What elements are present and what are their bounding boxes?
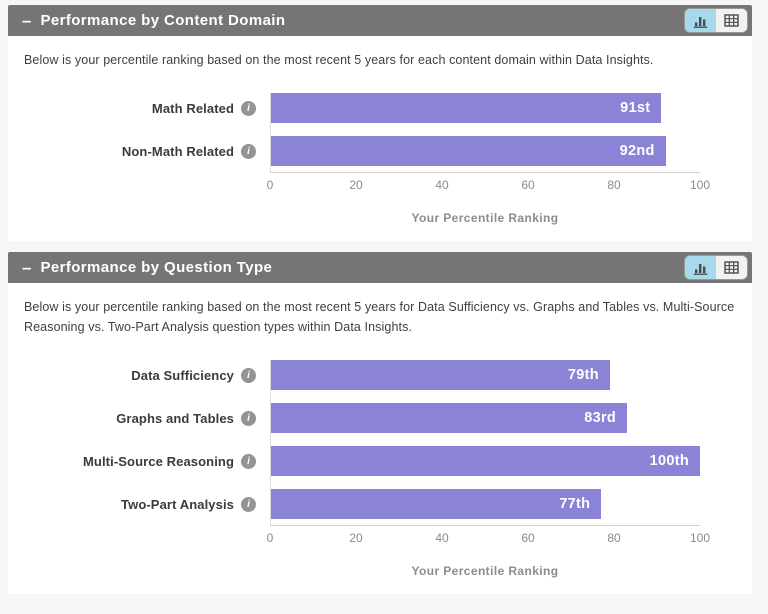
bar: 79th bbox=[271, 360, 610, 391]
panel-body: Below is your percentile ranking based o… bbox=[8, 283, 752, 595]
bar-chart: Data Sufficiency i Graphs and Tables i Multi… bbox=[24, 360, 736, 578]
bar-row: 79th bbox=[271, 360, 700, 391]
x-axis-tick: 0 bbox=[266, 531, 274, 546]
category-label-row: Two-Part Analysis i bbox=[24, 489, 270, 519]
category-label: Two-Part Analysis bbox=[121, 496, 234, 512]
panel-performance-by-content-domain: – Performance by Content Domain bbox=[8, 5, 752, 242]
info-icon[interactable]: i bbox=[241, 453, 256, 469]
category-label: Non-Math Related bbox=[121, 143, 234, 159]
view-toggle bbox=[685, 256, 747, 280]
category-labels: Math Related i Non-Math Related i bbox=[24, 93, 270, 225]
x-axis-tick: 80 bbox=[607, 178, 621, 193]
panel-body: Below is your percentile ranking based o… bbox=[8, 36, 752, 242]
bar-chart-icon bbox=[693, 16, 708, 28]
x-axis-tick: 60 bbox=[521, 178, 535, 193]
chart-view-button[interactable] bbox=[685, 256, 716, 280]
info-icon[interactable]: i bbox=[241, 496, 256, 512]
collapse-toggle[interactable]: – bbox=[22, 11, 32, 30]
plot-area: 91st 92nd 0 20 40 60 80 100 Your Percentile Ra… bbox=[266, 93, 710, 226]
bar-row: 92nd bbox=[271, 136, 700, 167]
category-label-row: Math Related i bbox=[24, 93, 270, 123]
bar: 100th bbox=[271, 446, 700, 477]
table-view-button[interactable] bbox=[716, 9, 747, 32]
bar: 92nd bbox=[271, 136, 666, 167]
category-label: Math Related bbox=[151, 100, 234, 116]
bar-chart: Math Related i Non-Math Related i 91st 92nd … bbox=[24, 93, 736, 225]
bar-value-label: 77th bbox=[559, 496, 591, 513]
panel-performance-by-question-type: – Performance by Question Type bbox=[8, 252, 752, 595]
chart-view-button[interactable] bbox=[685, 9, 716, 32]
bar-row: 83rd bbox=[271, 403, 700, 434]
bar-chart-icon bbox=[693, 263, 708, 275]
table-grid-icon bbox=[724, 261, 739, 275]
x-axis-title: Your Percentile Ranking bbox=[411, 211, 559, 226]
x-axis-tick: 0 bbox=[266, 178, 274, 193]
bars-area: 91st 92nd bbox=[270, 93, 700, 174]
bar: 77th bbox=[271, 489, 602, 520]
bar-value-label: 79th bbox=[567, 367, 599, 384]
bar-value-label: 92nd bbox=[619, 143, 655, 160]
x-axis: 0 20 40 60 80 100 bbox=[266, 531, 710, 547]
category-label-row: Multi-Source Reasoning i bbox=[24, 446, 270, 476]
x-axis-tick: 20 bbox=[349, 178, 363, 193]
bar-value-label: 100th bbox=[649, 453, 689, 470]
x-axis-tick: 20 bbox=[349, 531, 363, 546]
bar: 83rd bbox=[271, 403, 628, 434]
panel-title: Performance by Question Type bbox=[40, 259, 273, 277]
info-icon[interactable]: i bbox=[241, 100, 256, 116]
panel-header: – Performance by Content Domain bbox=[8, 5, 752, 36]
x-axis: 0 20 40 60 80 100 bbox=[266, 178, 710, 194]
bars-area: 79th 83rd 100th 77th bbox=[270, 360, 700, 527]
collapse-toggle[interactable]: – bbox=[22, 258, 32, 278]
x-axis-title: Your Percentile Ranking bbox=[411, 564, 559, 579]
x-axis-tick: 60 bbox=[521, 531, 535, 546]
category-label-row: Non-Math Related i bbox=[24, 136, 270, 166]
table-view-button[interactable] bbox=[716, 256, 747, 280]
bar-value-label: 83rd bbox=[584, 410, 617, 427]
category-labels: Data Sufficiency i Graphs and Tables i Multi… bbox=[24, 360, 270, 578]
category-label-row: Data Sufficiency i bbox=[24, 360, 270, 390]
bar-value-label: 91st bbox=[620, 100, 651, 117]
panel-description: Below is your percentile ranking based o… bbox=[24, 300, 735, 334]
table-grid-icon bbox=[724, 14, 739, 27]
category-label: Multi-Source Reasoning bbox=[83, 453, 234, 469]
view-toggle bbox=[685, 9, 747, 32]
x-axis-tick: 40 bbox=[435, 178, 449, 193]
info-icon[interactable]: i bbox=[241, 410, 256, 426]
bar-row: 100th bbox=[271, 446, 700, 477]
category-label: Data Sufficiency bbox=[131, 367, 234, 383]
bar-row: 77th bbox=[271, 489, 700, 520]
bar: 91st bbox=[271, 93, 662, 124]
category-label-row: Graphs and Tables i bbox=[24, 403, 270, 433]
info-icon[interactable]: i bbox=[241, 367, 256, 383]
x-axis-tick: 100 bbox=[689, 531, 711, 546]
x-axis-tick: 100 bbox=[689, 178, 711, 193]
category-label: Graphs and Tables bbox=[116, 410, 234, 426]
bar-row: 91st bbox=[271, 93, 700, 124]
panel-header: – Performance by Question Type bbox=[8, 252, 752, 284]
panel-description: Below is your percentile ranking based o… bbox=[24, 53, 654, 67]
x-axis-tick: 40 bbox=[435, 531, 449, 546]
panel-title: Performance by Content Domain bbox=[40, 12, 286, 29]
plot-area: 79th 83rd 100th 77th 0 20 40 60 80 100 Your Perc… bbox=[266, 360, 710, 579]
info-icon[interactable]: i bbox=[241, 143, 256, 159]
x-axis-tick: 80 bbox=[607, 531, 621, 546]
